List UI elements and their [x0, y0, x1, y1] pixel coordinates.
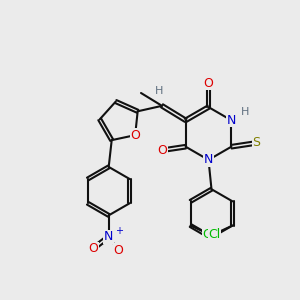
Text: +: + — [115, 226, 123, 236]
Text: Cl: Cl — [208, 227, 220, 241]
Text: N: N — [104, 230, 113, 243]
Text: O: O — [157, 144, 167, 157]
Text: O: O — [88, 242, 98, 255]
Text: O: O — [204, 77, 213, 90]
Text: N: N — [227, 114, 236, 127]
Text: S: S — [252, 136, 260, 149]
Text: H: H — [241, 107, 249, 117]
Text: O: O — [113, 244, 123, 256]
Text: Cl: Cl — [202, 227, 215, 241]
Text: N: N — [204, 153, 213, 167]
Text: H: H — [155, 86, 163, 96]
Text: O: O — [130, 129, 140, 142]
